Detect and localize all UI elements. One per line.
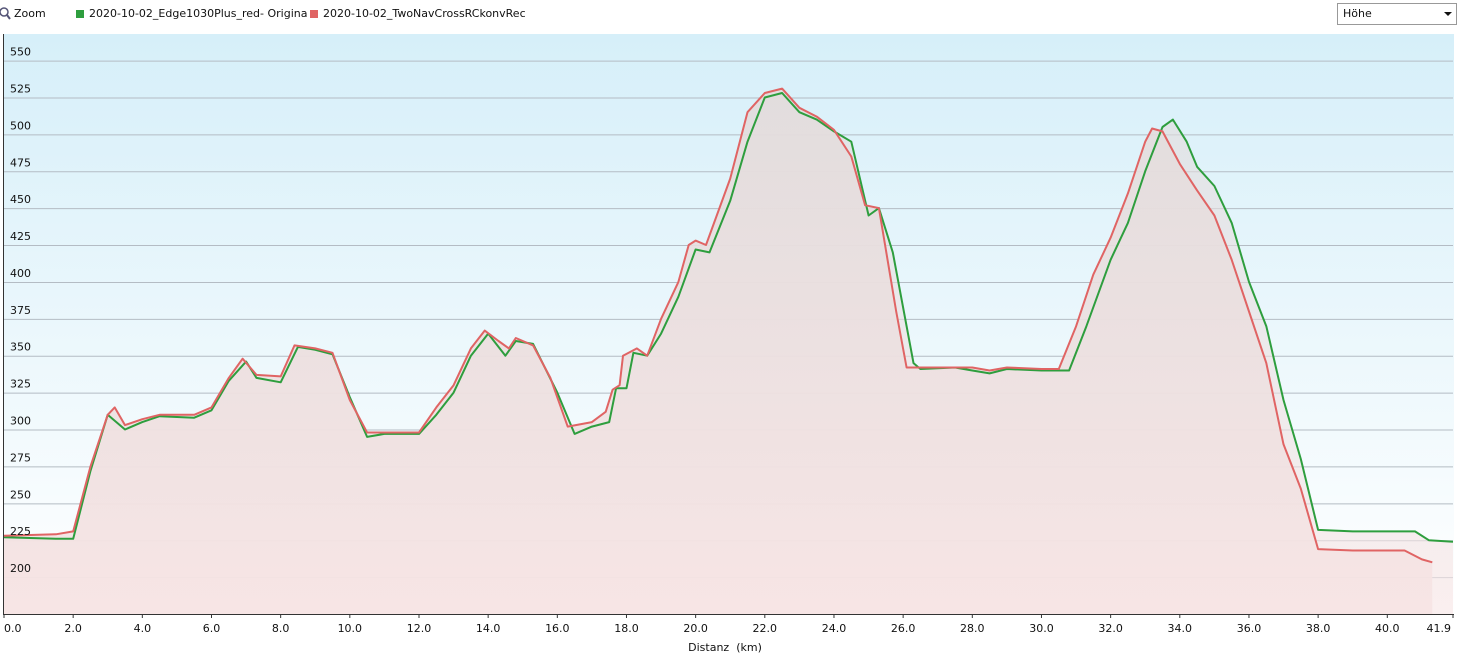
x-tick-label: 40.0 [1375,622,1400,635]
legend-swatch [76,10,84,18]
legend-label: 2020-10-02_TwoNavCrossRCkonvRec [323,7,526,20]
x-tick-label: 14.0 [476,622,501,635]
x-tick-label: 34.0 [1168,622,1193,635]
y-tick-label: 550 [10,46,31,59]
y-tick-label: 425 [10,230,31,243]
y-tick-label: 525 [10,82,31,95]
y-tick-label: 375 [10,304,31,317]
y-tick-label: 400 [10,267,31,280]
y-tick-label: 475 [10,156,31,169]
x-tick-label: 38.0 [1306,622,1331,635]
x-tick-label: 26.0 [891,622,916,635]
legend-label: 2020-10-02_Edge1030Plus_red- Origina [89,7,307,20]
y-tick-label: 200 [10,562,31,575]
y-tick-label: 325 [10,378,31,391]
x-tick-label: 2.0 [64,622,82,635]
x-tick-label: 8.0 [272,622,290,635]
toolbar [0,0,1466,28]
x-axis-title: Distanz (km) [688,641,762,654]
x-tick-label: 24.0 [822,622,847,635]
y-tick-label: 300 [10,415,31,428]
x-tick-label: 10.0 [338,622,363,635]
series-line [3,87,1433,564]
y-tick-label: 275 [10,451,31,464]
zoom-label[interactable]: Zoom [14,7,46,20]
y-tick-label: 500 [10,119,31,132]
selector-label[interactable]: Höhe [1343,7,1372,20]
x-tick-label: 6.0 [203,622,221,635]
legend-swatch [310,10,318,18]
x-tick-label: 20.0 [683,622,708,635]
x-tick-label: 12.0 [407,622,432,635]
y-tick-label: 250 [10,488,31,501]
selector[interactable]: Höhe [1337,3,1457,25]
x-tick-label: 28.0 [960,622,985,635]
x-tick-label: 30.0 [1029,622,1054,635]
x-tick-label: 32.0 [1098,622,1123,635]
series-line [3,92,1454,543]
y-tick-label: 450 [10,193,31,206]
x-tick-label: 41.9 [1427,622,1452,635]
x-tick-label: 0.0 [4,622,22,635]
x-tick-label: 22.0 [753,622,778,635]
y-tick-label: 225 [10,525,31,538]
y-tick-label: 350 [10,341,31,354]
x-tick-label: 18.0 [614,622,639,635]
x-tick-label: 16.0 [545,622,570,635]
x-tick-label: 4.0 [134,622,152,635]
zoom-button[interactable]: Zoom [0,7,46,20]
x-tick-label: 36.0 [1237,622,1262,635]
area [4,88,1433,615]
